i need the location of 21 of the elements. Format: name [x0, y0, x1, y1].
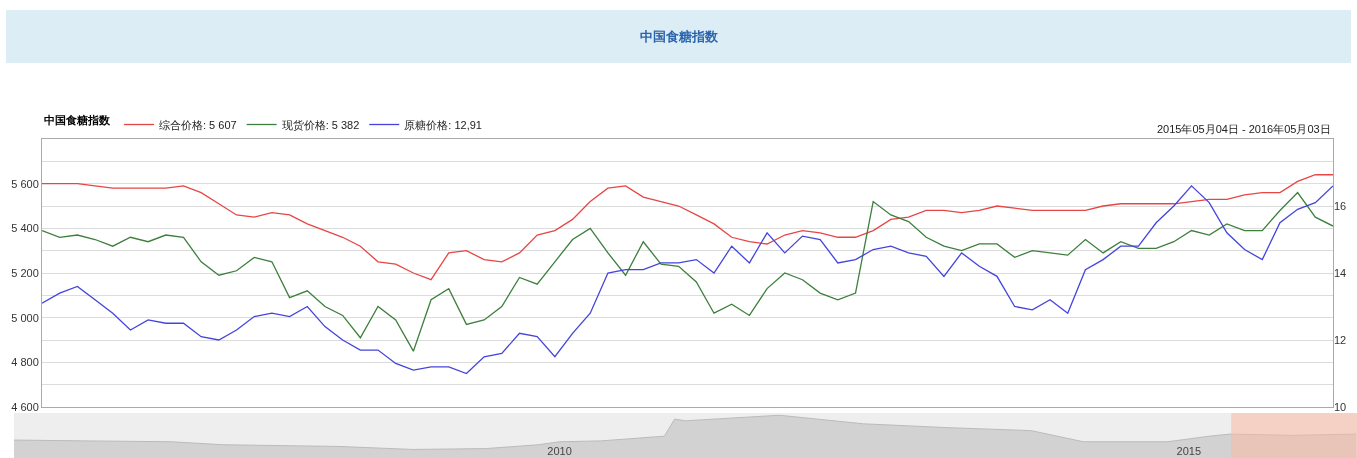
y-tick-label: 5 200	[11, 266, 39, 279]
line-series	[42, 191, 1333, 352]
legend-title: 中国食糖指数	[44, 114, 111, 127]
y-tick-label: 4 600	[11, 400, 39, 413]
y-tick-label: 4 800	[11, 356, 39, 369]
x-tick-label: 2015	[1176, 445, 1202, 457]
legend-label: 综合价格: 5 607	[159, 118, 237, 131]
text: 2015年05月04日 - 2016年05月03日	[1157, 123, 1331, 135]
chart-title: 中国食糖指数	[639, 29, 719, 45]
y-tick-label: 5 400	[11, 222, 39, 235]
legend-label: 现货价格: 5 382	[281, 118, 360, 131]
y2-tick-label: 12	[1334, 333, 1347, 346]
y-tick-label: 5 000	[11, 311, 39, 324]
y2-tick-label: 16	[1334, 199, 1347, 212]
y-tick-label: 5 600	[11, 177, 39, 190]
line-series	[42, 185, 1333, 375]
line-series	[42, 174, 1333, 281]
y2-tick-label: 10	[1334, 400, 1347, 413]
y2-tick-label: 14	[1334, 266, 1347, 279]
legend-label: 原糖价格: 12,91	[404, 118, 482, 131]
x-tick-label: 2010	[547, 445, 572, 457]
